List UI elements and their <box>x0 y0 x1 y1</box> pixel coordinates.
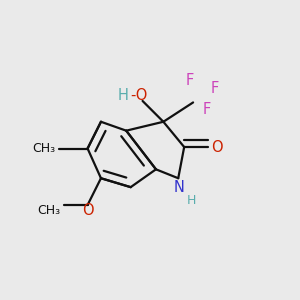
Text: O: O <box>211 140 223 154</box>
Text: CH₃: CH₃ <box>37 204 60 217</box>
Text: H: H <box>186 194 196 207</box>
Text: F: F <box>202 102 211 117</box>
Text: N: N <box>174 180 184 195</box>
Text: F: F <box>211 81 219 96</box>
Text: CH₃: CH₃ <box>33 142 56 155</box>
Text: -O: -O <box>130 88 148 104</box>
Text: H: H <box>118 88 129 104</box>
Text: F: F <box>186 73 194 88</box>
Text: O: O <box>82 203 93 218</box>
